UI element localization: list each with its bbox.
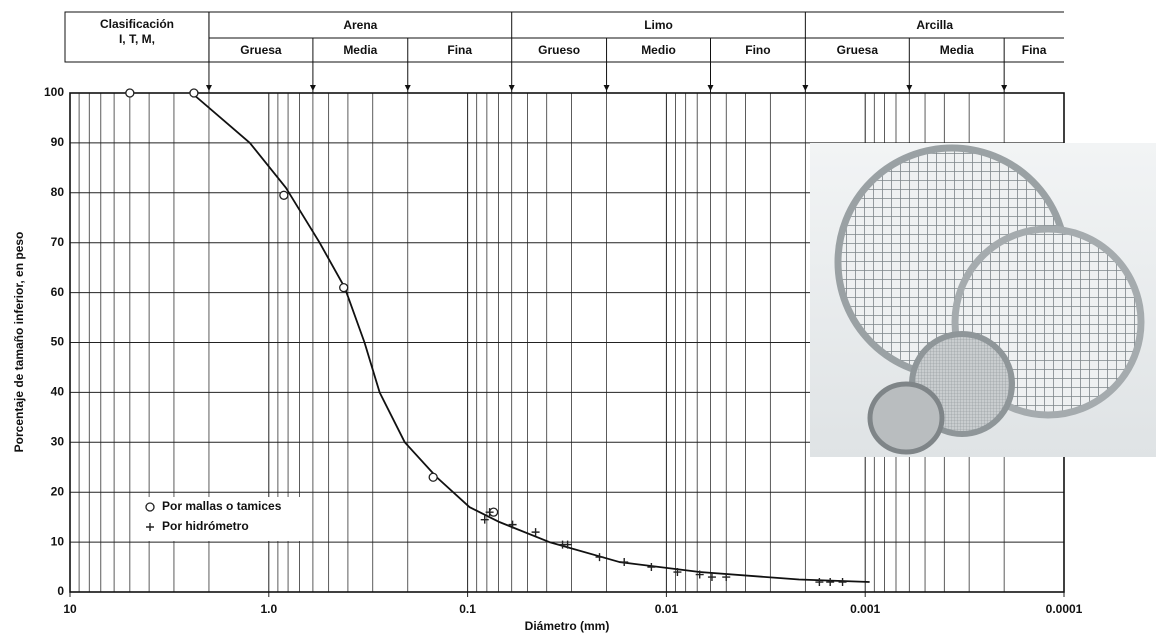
subclass-label: Media xyxy=(343,43,377,57)
subclass-label: Gruesa xyxy=(240,43,282,57)
y-tick-label: 30 xyxy=(51,434,65,448)
subclass-label: Fina xyxy=(447,43,472,57)
boundary-arrow xyxy=(906,85,913,91)
data-point xyxy=(480,515,489,524)
curve xyxy=(191,92,870,583)
group-label: Arena xyxy=(343,18,377,32)
boundary-arrow xyxy=(309,85,316,91)
boundary-arrow xyxy=(205,85,212,91)
boundary-arrow xyxy=(508,85,515,91)
y-tick-label: 80 xyxy=(51,185,65,199)
y-tick-label: 100 xyxy=(44,85,64,99)
group-label: Arcilla xyxy=(916,18,953,32)
data-point xyxy=(563,540,572,549)
subclass-label: Grueso xyxy=(538,43,580,57)
y-tick-label: 10 xyxy=(51,534,65,548)
legend-marker xyxy=(146,523,154,531)
x-tick-label: 0.001 xyxy=(850,602,880,616)
subclass-label: Gruesa xyxy=(837,43,879,57)
data-point xyxy=(707,573,716,582)
y-tick-label: 20 xyxy=(51,484,65,498)
data-point xyxy=(125,88,135,98)
legend-background xyxy=(140,497,310,541)
y-tick-label: 50 xyxy=(51,335,65,349)
x-axis-label: Diámetro (mm) xyxy=(525,619,610,633)
legend-label: Por mallas o tamices xyxy=(162,499,282,513)
legend-marker xyxy=(145,502,155,512)
data-point xyxy=(508,520,517,529)
data-point xyxy=(485,508,494,517)
boundary-arrow xyxy=(1001,85,1008,91)
legend-label: Por hidrómetro xyxy=(162,519,249,533)
data-point xyxy=(620,558,629,567)
data-point xyxy=(815,578,824,587)
data-point xyxy=(838,578,847,587)
boundary-arrow xyxy=(404,85,411,91)
y-tick-label: 40 xyxy=(51,385,65,399)
subclass-label: Media xyxy=(940,43,974,57)
sieve-photo xyxy=(810,143,1156,457)
class-label: Clasificación xyxy=(100,17,174,31)
y-tick-label: 0 xyxy=(57,584,64,598)
y-axis-label: Porcentaje de tamaño inferior, en peso xyxy=(12,232,26,453)
data-point xyxy=(673,568,682,577)
data-point xyxy=(279,190,289,200)
axes: 0 10 20 30 40 50 60 70 80 90 100 10 1.0 0.1 0.01 0.001 0… xyxy=(44,11,1083,616)
data-point xyxy=(531,528,540,537)
data-point xyxy=(428,472,438,482)
class-label: I, T, M, xyxy=(119,32,155,46)
boundary-arrow xyxy=(707,85,714,91)
data-point xyxy=(826,578,835,587)
y-tick-label: 60 xyxy=(51,285,65,299)
x-tick-label: 10 xyxy=(63,602,77,616)
sieve-smallest xyxy=(867,381,945,455)
boundary-arrow xyxy=(603,85,610,91)
data-point xyxy=(647,563,656,572)
x-tick-label: 0.0001 xyxy=(1046,602,1083,616)
data-point xyxy=(189,88,199,98)
subclass-label: Fina xyxy=(1022,43,1047,57)
x-tick-label: 0.1 xyxy=(459,602,476,616)
data-point xyxy=(695,570,704,579)
x-tick-label: 1.0 xyxy=(260,602,277,616)
x-tick-label: 0.01 xyxy=(655,602,679,616)
group-label: Limo xyxy=(644,18,673,32)
subclass-label: Medio xyxy=(641,43,676,57)
y-tick-label: 70 xyxy=(51,235,65,249)
data-point xyxy=(339,282,349,293)
boundary-arrow xyxy=(802,85,809,91)
data-point xyxy=(595,553,604,562)
subclass-label: Fino xyxy=(745,43,770,57)
data-point xyxy=(722,573,731,582)
y-tick-label: 90 xyxy=(51,135,65,149)
